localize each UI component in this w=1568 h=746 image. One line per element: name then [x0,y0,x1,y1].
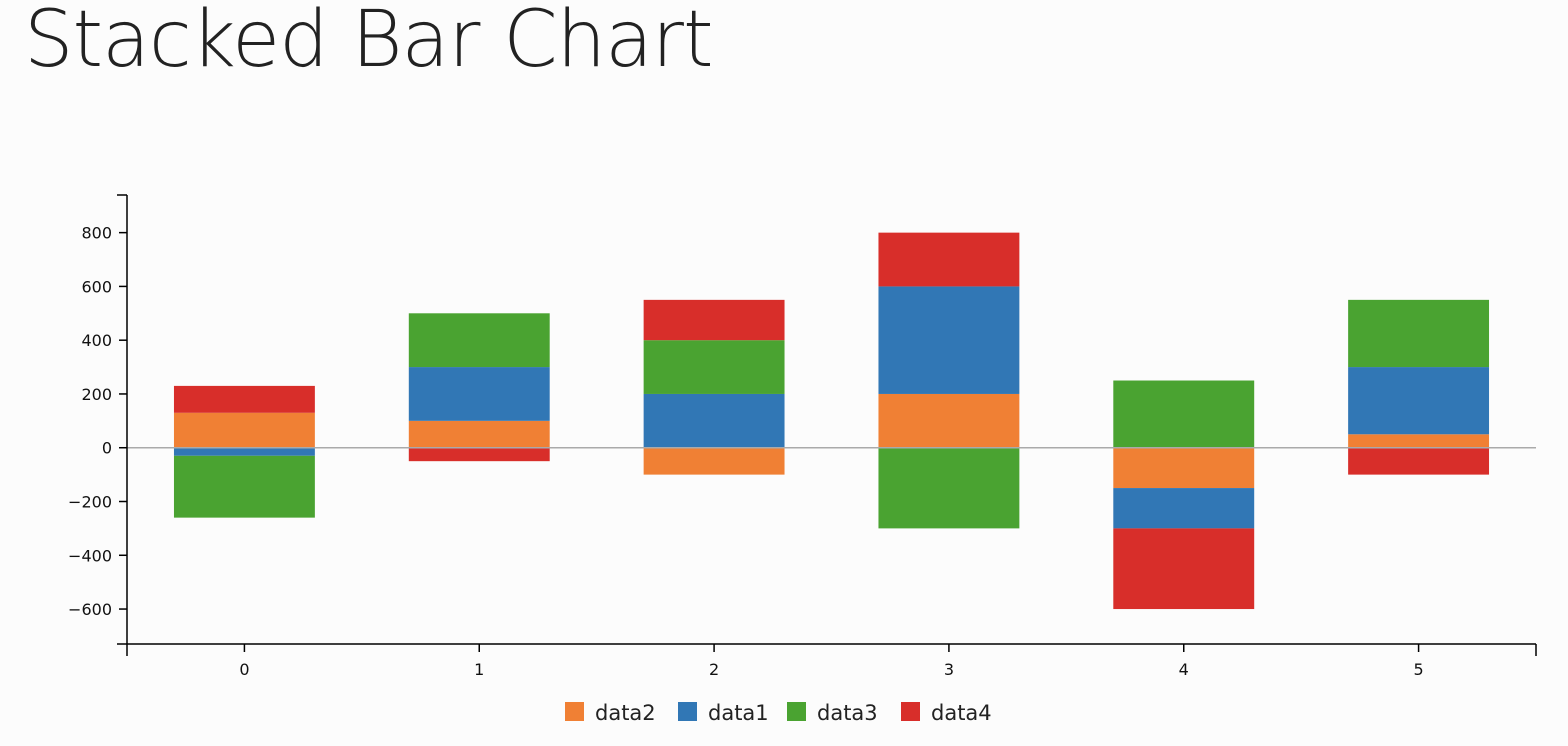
y-tick-label: 200 [81,385,112,404]
legend-label: data4 [931,701,992,725]
x-tick-label: 1 [474,660,484,679]
bars-layer [173,232,1490,610]
bar-data3-4 [1113,380,1255,448]
y-tick-label: 600 [81,277,112,296]
legend-swatch [901,702,920,721]
legend-swatch [565,702,584,721]
bar-data3-2 [643,340,785,394]
bar-data4-3 [878,232,1020,287]
y-tick-label: 0 [102,439,112,458]
legend-label: data2 [595,701,656,725]
bar-data4-4 [1113,528,1255,610]
page-title: Stacked Bar Chart [24,0,714,85]
bar-data4-1 [408,447,550,462]
bar-data4-5 [1348,447,1490,475]
y-tick-label: −400 [68,546,112,565]
x-axis: 0 1 2 3 4 5 [126,643,1537,679]
bar-data4-2 [643,299,785,341]
y-tick-label: −200 [68,493,112,512]
bar-data1-3 [878,286,1020,394]
legend-item-data2[interactable]: data2 [565,701,656,725]
bar-data2-1 [408,420,550,448]
bar-data1-2 [643,393,785,448]
bar-data2-4 [1113,447,1255,489]
bar-data3-1 [408,313,550,368]
legend-label: data3 [817,701,878,725]
bar-data1-1 [408,367,550,421]
legend: data2 data1 data3 data4 [565,701,992,725]
y-tick-label: 800 [81,224,112,243]
bar-data1-0 [173,447,315,456]
x-tick-label: 4 [1179,660,1189,679]
x-tick-label: 2 [709,660,719,679]
bar-data2-0 [173,412,315,448]
bar-data1-5 [1348,367,1490,435]
bar-data3-0 [173,455,315,518]
legend-item-data4[interactable]: data4 [901,701,992,725]
bar-data2-2 [643,447,785,475]
x-tick-label: 0 [239,660,249,679]
legend-item-data1[interactable]: data1 [678,701,769,725]
y-tick-label: −600 [68,600,112,619]
bar-data2-3 [878,393,1020,448]
bar-data3-3 [878,447,1020,529]
bar-data3-5 [1348,299,1490,368]
legend-swatch [787,702,806,721]
bar-data4-0 [173,385,315,413]
legend-item-data3[interactable]: data3 [787,701,878,725]
y-tick-label: 400 [81,331,112,350]
legend-label: data1 [708,701,769,725]
x-tick-label: 3 [944,660,954,679]
bar-data2-5 [1348,434,1490,448]
y-axis: 800 600 400 200 0 −200 −400 −600 [68,194,128,645]
bar-data1-4 [1113,488,1255,529]
x-tick-label: 5 [1413,660,1423,679]
legend-swatch [678,702,697,721]
